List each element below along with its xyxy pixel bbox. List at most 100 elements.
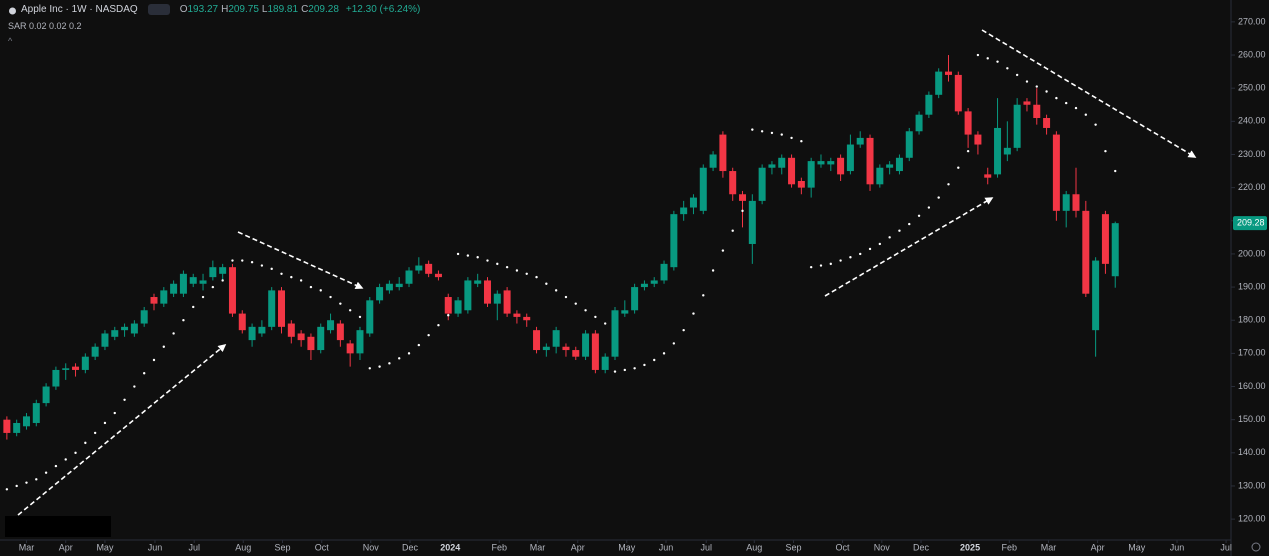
candle-body: [425, 263, 433, 274]
candle-body: [984, 174, 992, 178]
candle-body: [552, 330, 560, 347]
x-tick-label: Aug: [235, 542, 251, 552]
candle-body: [268, 290, 276, 327]
sar-dot: [231, 259, 234, 262]
x-tick-label: Nov: [363, 542, 380, 552]
sar-dot: [554, 289, 558, 292]
candle-body: [356, 330, 364, 354]
sar-dot: [93, 431, 97, 435]
sar-dot: [702, 294, 705, 297]
sar-dot: [545, 282, 548, 285]
sar-dot: [348, 309, 352, 312]
x-tick-label: Apr: [571, 542, 585, 552]
y-tick-label: 230.00: [1238, 149, 1266, 159]
sar-dot: [908, 222, 911, 226]
sar-dot: [1045, 90, 1048, 93]
candle-body: [591, 333, 599, 370]
candle-body: [601, 356, 609, 370]
candle-body: [91, 346, 99, 357]
x-tick-label: May: [1128, 542, 1146, 552]
sar-dot: [270, 267, 273, 271]
last-price-label: 209.28: [1237, 218, 1265, 228]
candle-body: [719, 134, 727, 172]
candle-body: [1072, 194, 1080, 211]
sar-dot: [201, 295, 205, 299]
sar-dot: [74, 451, 77, 455]
settings-icon[interactable]: [1251, 542, 1261, 552]
sar-dot: [290, 275, 293, 279]
sar-dot: [525, 272, 528, 276]
ohlc-value: 193.27: [187, 4, 219, 15]
candle-body: [52, 369, 60, 387]
trend-arrow: [237, 231, 364, 290]
candle-body: [846, 144, 854, 172]
sar-dot: [260, 264, 264, 267]
candle-body: [935, 71, 943, 95]
candle-body: [13, 422, 21, 433]
sar-dot: [957, 166, 960, 169]
sar-dot: [250, 261, 254, 264]
candle-body: [994, 127, 1002, 175]
watermark-cover: [5, 516, 111, 537]
sar-dot: [103, 421, 107, 425]
candle-body: [778, 157, 786, 168]
candle-body: [287, 323, 295, 337]
sar-dot: [25, 481, 28, 484]
sar-dot: [319, 289, 322, 292]
candle-body: [238, 313, 246, 331]
sar-dot: [182, 319, 185, 322]
candle-body: [611, 310, 619, 357]
sar-dot: [643, 363, 646, 367]
candle-body: [415, 265, 423, 271]
sar-dot: [603, 322, 607, 325]
x-tick-label: Jun: [1170, 542, 1185, 552]
candle-body: [150, 297, 158, 304]
sar-dot: [496, 262, 499, 266]
sar-dot: [515, 269, 519, 272]
x-tick-label: Feb: [492, 542, 508, 552]
candle-body: [739, 194, 747, 201]
toggle-button[interactable]: [147, 4, 170, 15]
candle-body: [179, 273, 187, 294]
candle-body: [974, 134, 982, 145]
sar-dot: [1015, 73, 1019, 77]
candle-body: [366, 300, 374, 334]
candle-body: [1052, 134, 1060, 211]
y-tick-label: 270.00: [1238, 16, 1266, 26]
sar-dot: [937, 196, 940, 199]
candle-body: [111, 330, 119, 337]
sar-dot: [839, 259, 842, 262]
sar-dot: [84, 441, 87, 445]
sar-dot: [309, 285, 313, 289]
x-tick-label: 2025: [960, 542, 980, 552]
x-tick-label: Mar: [19, 542, 35, 552]
sar-dot: [162, 345, 166, 348]
sar-dot: [1074, 106, 1078, 110]
candle-body: [444, 297, 452, 314]
sar-dot: [966, 149, 970, 153]
y-tick-label: 220.00: [1238, 182, 1266, 192]
legend: Apple Inc · 1W · NASDAQ O 193.27 H 209.75 L 1…: [8, 4, 423, 15]
sar-dot: [653, 358, 656, 362]
candle-body: [837, 157, 845, 175]
sar-dot: [221, 279, 224, 282]
candle-body: [346, 343, 354, 354]
candle-body: [562, 346, 570, 351]
x-tick-label: Sep: [274, 542, 290, 552]
sar-dot: [829, 262, 832, 266]
collapse-icon[interactable]: ^: [8, 36, 13, 46]
sar-dot: [947, 183, 950, 186]
y-tick-label: 170.00: [1238, 348, 1266, 358]
sar-dot: [35, 478, 38, 481]
y-tick-label: 120.00: [1238, 513, 1266, 523]
sar-dot: [564, 295, 568, 299]
candle-body: [817, 161, 825, 165]
candle-body: [219, 267, 227, 274]
candle-body: [297, 333, 305, 341]
price-change: +12.30 (+6.24%): [345, 4, 421, 15]
sar-dot: [888, 236, 891, 239]
sar-dot: [976, 53, 980, 57]
candle-body: [1043, 118, 1051, 128]
candle-body: [405, 270, 413, 284]
sar-dot: [721, 249, 725, 252]
